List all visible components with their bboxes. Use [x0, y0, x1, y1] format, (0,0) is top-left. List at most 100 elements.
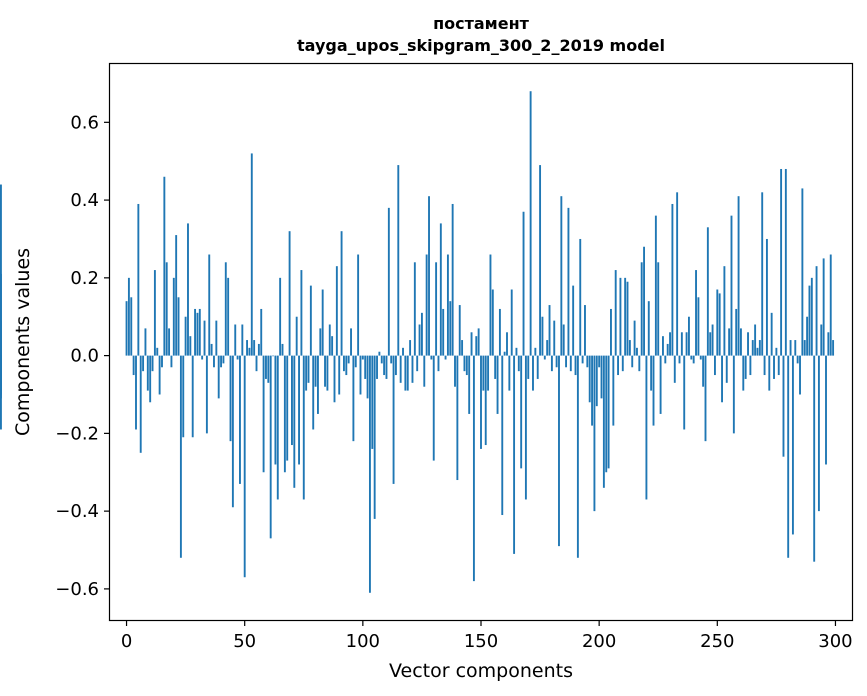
bar-9	[146, 355, 149, 391]
bar-167	[520, 355, 523, 469]
bar-113	[392, 355, 395, 484]
bar-194	[584, 305, 586, 356]
bar-265	[751, 340, 754, 356]
bar-198	[593, 355, 596, 512]
bar-282	[791, 355, 794, 535]
bar-122	[413, 262, 416, 356]
bar-115	[397, 165, 400, 356]
bar-173	[534, 347, 537, 356]
bar-176	[541, 316, 544, 356]
bar-236	[683, 355, 686, 430]
bar-119	[406, 355, 409, 391]
bar-253	[723, 266, 726, 356]
bar-179	[548, 305, 551, 356]
bar-251	[718, 293, 721, 356]
y-axis: −0.6 −0.4 −0.2 0.0 0.2 0.4 0.6	[55, 112, 110, 600]
bar-172	[532, 355, 534, 391]
bar-47	[236, 355, 239, 360]
bar-74	[300, 270, 303, 356]
bar-295	[822, 258, 825, 356]
bar-290	[810, 277, 813, 356]
bar-109	[383, 355, 386, 376]
bar-131	[435, 262, 438, 356]
bar-264	[749, 355, 752, 376]
bar-243	[699, 355, 702, 360]
bar-28	[191, 355, 194, 438]
bar-24	[182, 355, 185, 438]
bar-168	[522, 211, 525, 356]
bar-59	[265, 355, 267, 379]
bar-147	[472, 355, 475, 582]
bar-234	[678, 355, 681, 364]
bar-98	[357, 254, 360, 356]
bar-199	[595, 355, 598, 407]
bar-14	[158, 355, 161, 395]
bar-130	[432, 355, 435, 461]
bar-268	[758, 340, 761, 356]
bar-65	[279, 277, 282, 356]
bar-86	[328, 324, 331, 356]
bar-163	[510, 289, 513, 356]
bar-23	[179, 355, 182, 558]
bar-66	[281, 343, 284, 356]
x-tick-label: 50	[233, 631, 256, 652]
bar-205	[610, 308, 612, 356]
bar-88	[333, 355, 336, 403]
bar-281	[789, 340, 792, 356]
bar-263	[747, 332, 749, 356]
bar-81	[317, 355, 319, 414]
bar-195	[586, 355, 589, 368]
bar-103	[368, 355, 371, 593]
x-tick-label: 250	[700, 631, 734, 652]
bar-213	[628, 340, 631, 356]
bar-77	[307, 355, 310, 383]
bar-104	[371, 355, 374, 449]
bar-1	[127, 277, 130, 356]
bar-62	[272, 355, 274, 357]
bar-160	[503, 351, 506, 356]
bar-211	[624, 277, 627, 356]
bars-group	[0, 91, 835, 593]
bar-56	[257, 343, 260, 356]
bar-283	[794, 340, 797, 356]
bar-257	[732, 355, 735, 434]
bar-219	[643, 246, 645, 356]
bar-31	[198, 308, 201, 356]
bar-undefined	[0, 273, 2, 356]
bar-271	[765, 238, 768, 356]
bar-60	[267, 355, 270, 383]
bar-238	[688, 316, 690, 356]
bar-95	[350, 328, 352, 356]
bar-135	[444, 355, 447, 360]
bar-97	[354, 355, 357, 368]
bar-148	[475, 336, 478, 356]
bar-270	[763, 355, 766, 376]
bar-26	[187, 223, 189, 356]
bar-298	[829, 254, 832, 356]
bar-220	[645, 355, 648, 500]
bar-90	[338, 355, 341, 395]
bar-142	[461, 340, 464, 356]
bar-15	[161, 355, 163, 368]
bar-177	[543, 355, 546, 360]
bar-166	[517, 355, 520, 372]
bar-undefined	[0, 184, 2, 356]
bar-169	[524, 355, 527, 500]
bar-75	[302, 355, 305, 500]
bar-267	[756, 347, 759, 356]
bar-296	[825, 355, 827, 465]
bar-48	[239, 355, 241, 484]
x-axis: 0 50 100 150 200 250 300	[121, 620, 853, 652]
bar-82	[319, 328, 322, 356]
chart-subtitle: tayga_upos_skipgram_300_2_2019 model	[297, 36, 665, 55]
bar-42	[224, 262, 227, 356]
chart-title: постамент	[433, 14, 530, 33]
y-tick-label: 0.6	[70, 112, 99, 133]
bar-191	[576, 355, 579, 558]
bar-239	[690, 355, 693, 360]
bar-240	[692, 355, 695, 364]
bar-107	[378, 351, 381, 356]
bar-274	[773, 355, 775, 379]
bar-63	[274, 355, 277, 465]
bar-19	[170, 355, 173, 368]
